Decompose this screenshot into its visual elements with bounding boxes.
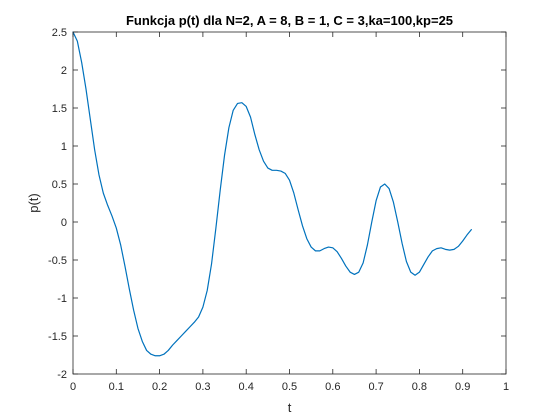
x-tick-label: 0.6: [325, 381, 340, 393]
y-tick-label: 1.5: [52, 103, 67, 115]
x-axis-label: t: [288, 400, 292, 415]
series-line-p-t: [72, 31, 472, 357]
y-tick-label: 0.5: [52, 179, 67, 191]
y-tick-label: -2: [57, 369, 67, 381]
x-tick-label: 0.4: [239, 381, 254, 393]
y-axis-label: p(t): [26, 193, 41, 213]
chart-title: Funkcja p(t) dla N=2, A = 8, B = 1, C = …: [126, 13, 453, 28]
y-axis: 2.5 2 1.5 1 0.5 0 -0.5 -1 -1.5 -2: [48, 27, 506, 381]
series-group: [72, 31, 472, 357]
x-tick-label: 0.9: [455, 381, 470, 393]
x-tick-label: 0.1: [109, 381, 124, 393]
y-tick-label: 2: [61, 65, 67, 77]
x-tick-label: 0.2: [152, 381, 167, 393]
x-axis: 0 0.1 0.2 0.3 0.4 0.5 0.6 0.7 0.8 0.9 1: [70, 32, 509, 393]
plot-box: [72, 31, 507, 375]
x-tick-label: 0.7: [368, 381, 383, 393]
x-tick-label: 0: [70, 381, 76, 393]
x-tick-label: 0.5: [282, 381, 297, 393]
y-tick-label: 2.5: [52, 27, 67, 39]
y-tick-label: 1: [61, 141, 67, 153]
y-tick-label: -1: [57, 293, 67, 305]
y-tick-label: 0: [61, 217, 67, 229]
x-tick-label: 0.8: [412, 381, 427, 393]
x-tick-label: 0.3: [195, 381, 210, 393]
x-tick-label: 1: [503, 381, 509, 393]
y-tick-label: -1.5: [48, 331, 67, 343]
y-tick-label: -0.5: [48, 255, 67, 267]
plot-area: [73, 32, 506, 374]
